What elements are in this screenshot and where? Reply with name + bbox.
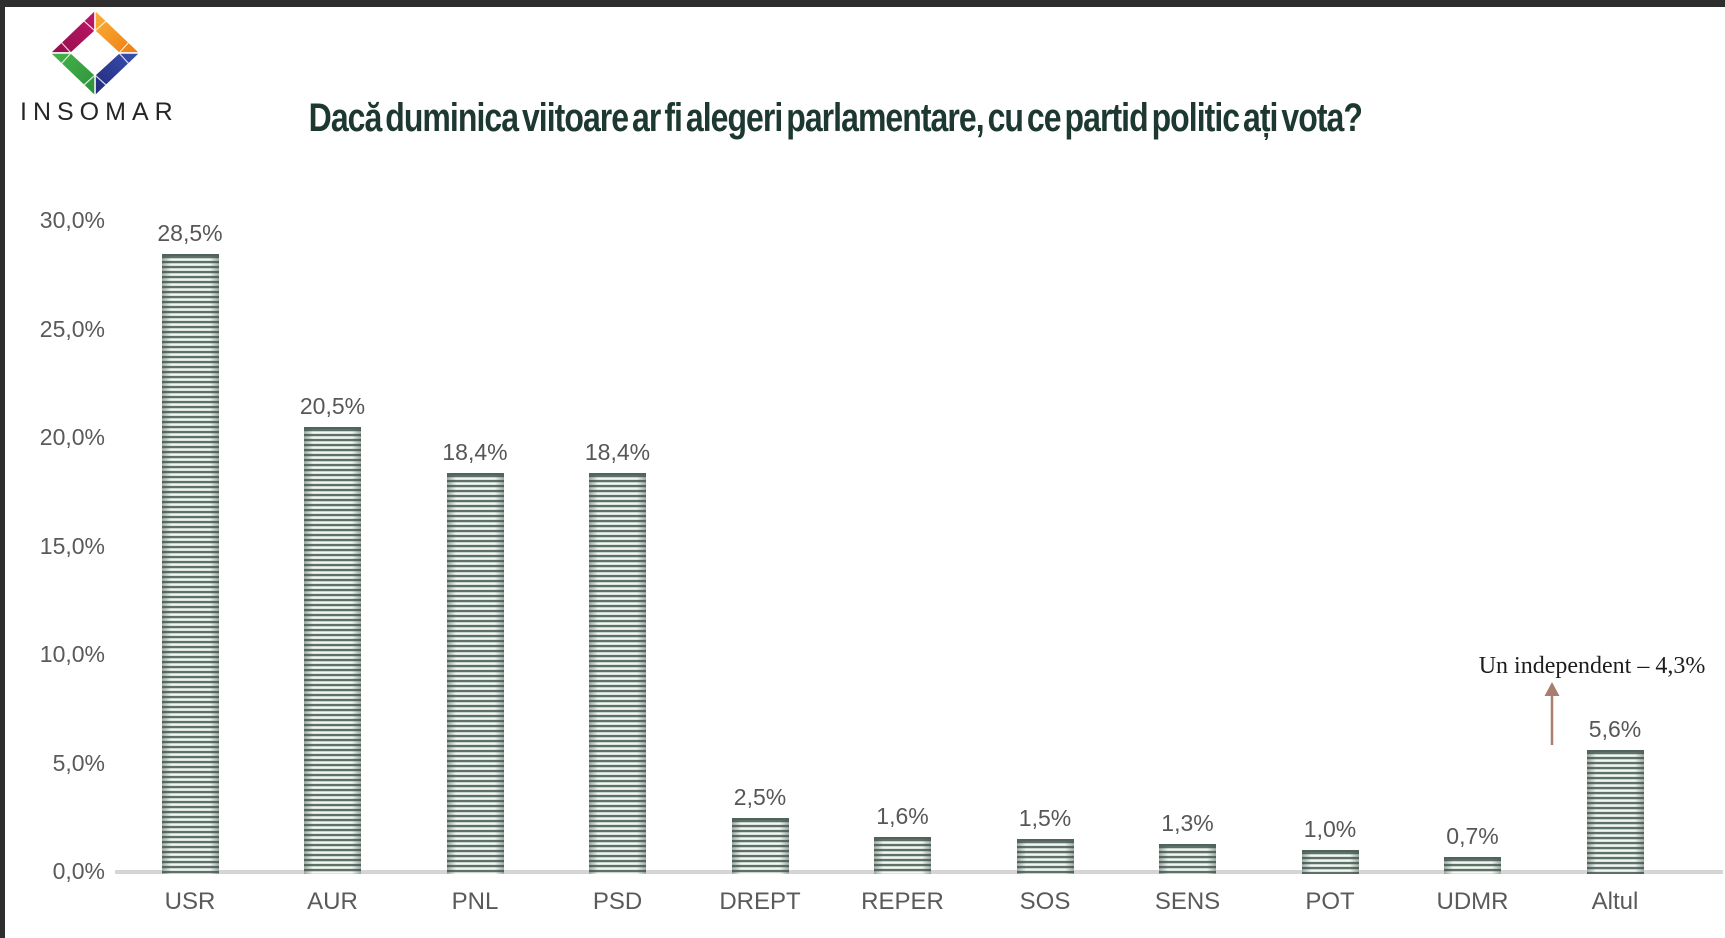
bar-usr: [161, 253, 219, 874]
x-tick-label-altul: Altul: [1591, 888, 1639, 915]
y-tick-label: 15,0%: [39, 532, 105, 559]
bar-psd: [589, 472, 646, 874]
value-label-pot: 1,0%: [1303, 816, 1357, 843]
bar-pot: [1301, 850, 1359, 874]
x-tick-label-aur: AUR: [307, 888, 358, 915]
bar-pnl: [446, 472, 504, 874]
value-label-pnl: 18,4%: [442, 438, 508, 465]
value-label-udmr: 0,7%: [1446, 822, 1499, 849]
value-label-aur: 20,5%: [299, 393, 366, 420]
annotation-arrow-icon: [1544, 682, 1560, 745]
y-tick-label: 20,0%: [39, 424, 105, 450]
brand-name: INSOMAR: [20, 98, 179, 126]
value-label-usr: 28,5%: [157, 219, 223, 246]
value-label-sos: 1,5%: [1018, 805, 1072, 832]
annotation-text: Un independent – 4,3%: [1478, 653, 1706, 679]
y-tick-label: 10,0%: [39, 641, 105, 667]
bar-sos: [1016, 839, 1074, 874]
chart-title: Dacă duminica viitoare ar fi alegeri par…: [308, 96, 1362, 140]
x-tick-label-udmr: UDMR: [1436, 888, 1509, 915]
y-tick-label: 5,0%: [52, 749, 105, 776]
bar-reper: [874, 837, 931, 874]
bar-udmr: [1444, 856, 1501, 874]
x-tick-label-usr: USR: [164, 888, 216, 915]
value-label-sens: 1,3%: [1161, 809, 1214, 836]
bar-altul: [1586, 750, 1644, 874]
page-title-container: Dacă duminica viitoare ar fi alegeri par…: [170, 96, 1500, 141]
y-tick-label: 0,0%: [52, 858, 105, 884]
bar-drept: [731, 817, 789, 874]
value-label-reper: 1,6%: [876, 803, 929, 830]
x-tick-label-drept: DREPT: [719, 888, 801, 915]
bar-sens: [1159, 843, 1216, 874]
value-label-altul: 5,6%: [1588, 716, 1642, 743]
window-top-edge: [0, 0, 1725, 7]
bar-aur: [304, 427, 361, 874]
y-tick-label: 30,0%: [39, 207, 105, 233]
x-tick-label-pnl: PNL: [451, 888, 499, 915]
x-tick-label-reper: REPER: [861, 888, 944, 915]
value-label-drept: 2,5%: [733, 783, 787, 810]
value-label-psd: 18,4%: [584, 438, 651, 465]
window-left-edge: [0, 0, 5, 938]
insomar-logo: INSOMAR: [20, 8, 179, 127]
insomar-pinwheel-icon: [48, 8, 142, 98]
y-tick-label: 25,0%: [39, 315, 105, 342]
x-tick-label-psd: PSD: [592, 888, 643, 915]
x-tick-label-sens: SENS: [1154, 888, 1221, 915]
x-tick-label-pot: POT: [1305, 888, 1355, 915]
x-tick-label-sos: SOS: [1019, 888, 1071, 915]
